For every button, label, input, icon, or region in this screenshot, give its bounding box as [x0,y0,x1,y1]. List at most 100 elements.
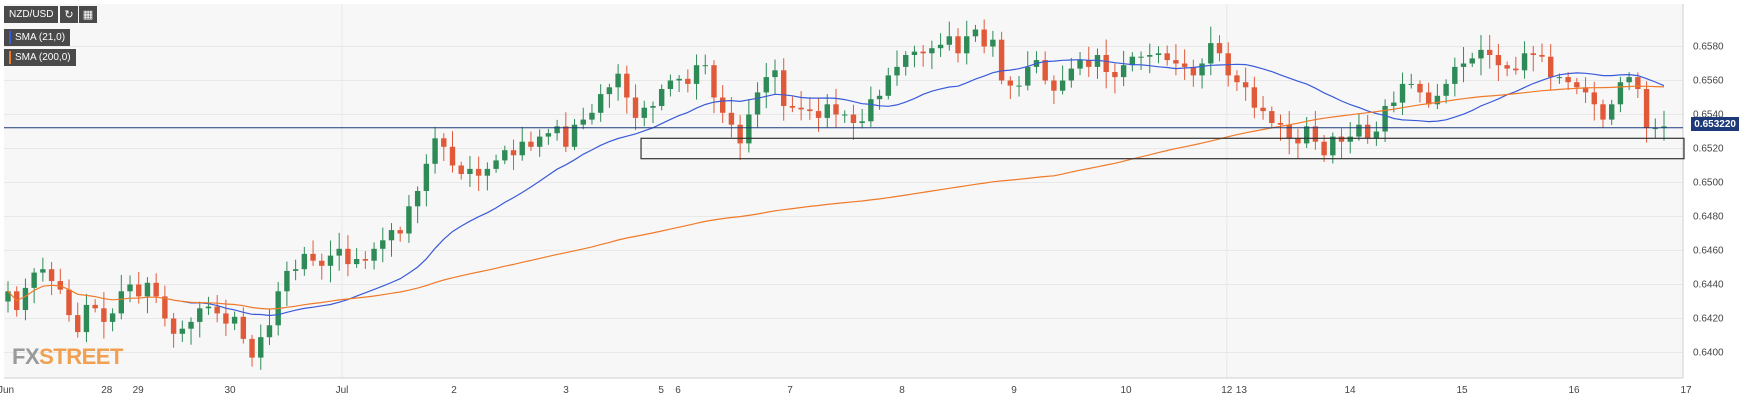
candle-body [1513,68,1519,71]
candle-body [258,337,264,358]
candle-body [188,321,194,329]
x-tick-label: 5 [658,385,664,396]
sma-200-line [7,85,1665,310]
y-tick-label: 0.6460 [1693,246,1724,257]
candle-body [1103,55,1109,72]
candle-body [1303,126,1310,144]
candle-body [1208,43,1214,64]
candle-body [1556,77,1563,79]
candle-body [1495,55,1502,66]
candle-body [1138,56,1144,58]
candle-body [842,114,848,116]
candle-body [1469,58,1475,64]
candle-body [83,304,90,333]
candle-body [1277,123,1284,125]
current-price-text: 0.653220 [1694,118,1736,130]
symbol-label[interactable]: NZD/USD [4,6,59,23]
candle-body [162,296,168,319]
y-tick-label: 0.6420 [1693,314,1724,325]
y-tick-label: 0.6540 [1693,110,1724,121]
candle-body [40,269,46,273]
candle-body [667,80,674,89]
x-tick-label: 17 [1680,385,1692,396]
candle-body [632,97,639,118]
candle-body [719,97,726,113]
candle-body [1338,136,1345,142]
candle-body [1260,107,1266,112]
candle-body [658,89,665,106]
candle-body [1486,49,1493,55]
candle-body [536,136,543,147]
candle-body [754,92,761,115]
candle-body [789,106,796,108]
candle-body [223,313,229,324]
candle-body [911,51,918,55]
candle-body [197,308,203,322]
candle-body [519,141,525,156]
candle-body [406,206,412,234]
candle-body [746,114,752,144]
x-tick-label: 13 [1236,385,1248,396]
candle-body [1295,138,1301,144]
candle-body [1661,126,1667,129]
candle-body [1635,77,1641,89]
calendar-icon[interactable]: ▦ [79,6,97,23]
candle-body [1399,83,1406,103]
candle-body [319,260,325,266]
candle-body [1643,89,1650,129]
candle-body [1347,136,1353,142]
candle-body [48,269,55,282]
candle-body [1626,77,1632,83]
candle-body [885,75,891,96]
candle-body [763,77,769,93]
x-tick-label: 10 [1120,385,1132,396]
candle-body [301,253,308,270]
sma21-label: SMA (21,0) [15,32,66,43]
candle-body [205,306,212,309]
x-tick-label: 3 [563,385,569,396]
candle-body [998,39,1005,81]
candle-body [1373,131,1380,139]
candle-body [1059,80,1066,91]
candle-body [650,106,656,108]
candle-body [432,138,438,164]
candle-body [1042,60,1048,81]
candle-body [214,306,220,314]
candle-body [1582,87,1589,93]
candle-body [964,36,970,54]
y-tick-label: 0.6580 [1693,42,1724,53]
candle-body [981,29,987,47]
candle-body [798,107,804,110]
candle-body [327,255,334,266]
candle-body [1129,56,1136,66]
candle-body [1251,87,1258,108]
sma200-swatch [9,51,11,64]
candle-body [772,70,778,78]
candle-body [580,119,586,125]
candle-body [815,111,822,118]
candle-body [554,126,560,134]
x-tick-label: 9 [1011,385,1017,396]
candle-body [101,308,107,322]
candle-body [624,73,630,98]
x-tick-label: 30 [224,385,236,396]
candle-body [1321,141,1327,156]
candle-body [441,138,447,147]
candle-body [702,65,708,67]
candle-body [1530,53,1536,55]
candle-body [414,191,421,207]
refresh-icon[interactable]: ↻ [60,6,78,23]
candle-body [249,338,255,358]
candle-body [1234,75,1240,83]
legend-sma200[interactable]: SMA (200,0) [4,49,76,66]
x-tick-label: 14 [1344,385,1356,396]
x-tick-label: 6 [675,385,681,396]
candle-body [876,95,883,100]
current-price-tag: 0.653220 [1691,117,1739,131]
candle-body [1574,82,1580,88]
candle-body [563,126,569,147]
legend-sma21[interactable]: SMA (21,0) [4,29,71,46]
y-tick-label: 0.6500 [1693,178,1724,189]
